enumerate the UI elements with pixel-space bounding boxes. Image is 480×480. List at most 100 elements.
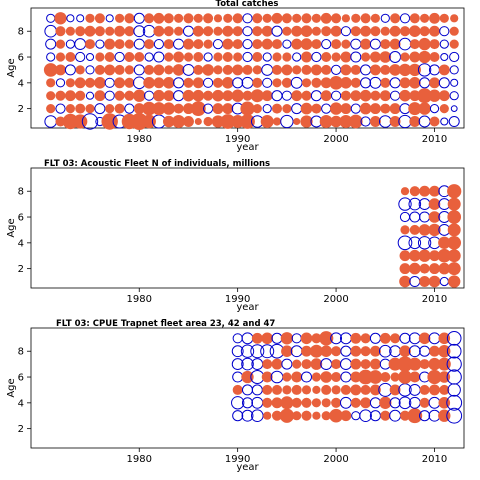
negative-residual-bubble xyxy=(95,39,105,49)
positive-residual-bubble xyxy=(212,89,224,102)
positive-residual-bubble xyxy=(43,63,58,77)
positive-residual-bubble xyxy=(75,103,86,114)
positive-residual-bubble xyxy=(329,75,343,90)
negative-residual-bubble xyxy=(397,235,413,251)
negative-residual-bubble xyxy=(320,358,333,371)
positive-residual-bubble xyxy=(427,369,442,385)
positive-residual-bubble xyxy=(272,78,282,88)
negative-residual-bubble xyxy=(360,64,372,76)
positive-residual-bubble xyxy=(124,13,135,24)
positive-residual-bubble xyxy=(409,51,421,63)
positive-residual-bubble xyxy=(331,385,341,395)
negative-residual-bubble xyxy=(419,410,431,422)
positive-residual-bubble xyxy=(163,13,174,24)
positive-residual-bubble xyxy=(133,89,146,102)
positive-residual-bubble xyxy=(241,370,254,384)
positive-residual-bubble xyxy=(203,39,213,49)
positive-residual-bubble xyxy=(271,397,283,409)
positive-residual-bubble xyxy=(183,13,194,24)
positive-residual-bubble xyxy=(183,38,194,50)
negative-residual-bubble xyxy=(450,78,459,87)
negative-residual-bubble xyxy=(446,369,462,385)
negative-residual-bubble xyxy=(321,103,332,114)
negative-residual-bubble xyxy=(241,397,254,409)
negative-residual-bubble xyxy=(378,115,392,128)
positive-residual-bubble xyxy=(368,370,383,384)
negative-residual-bubble xyxy=(291,333,302,344)
positive-residual-bubble xyxy=(419,26,430,37)
positive-residual-bubble xyxy=(399,77,411,89)
positive-residual-bubble xyxy=(312,385,321,395)
y-tick-label: 8 xyxy=(18,347,24,358)
positive-residual-bubble xyxy=(390,372,400,382)
positive-residual-bubble xyxy=(142,114,156,129)
positive-residual-bubble xyxy=(408,357,422,371)
positive-residual-bubble xyxy=(280,332,294,345)
x-tick-label: 2010 xyxy=(422,294,447,305)
positive-residual-bubble xyxy=(262,13,272,23)
positive-residual-bubble xyxy=(94,90,106,102)
positive-residual-bubble xyxy=(192,89,205,102)
positive-residual-bubble xyxy=(124,51,135,63)
negative-residual-bubble xyxy=(350,38,362,50)
negative-residual-bubble xyxy=(173,38,185,50)
positive-residual-bubble xyxy=(389,384,401,396)
positive-residual-bubble xyxy=(439,104,449,114)
positive-residual-bubble xyxy=(292,65,302,75)
negative-residual-bubble xyxy=(350,103,361,114)
negative-residual-bubble xyxy=(408,345,421,358)
negative-residual-bubble xyxy=(419,77,431,89)
positive-residual-bubble xyxy=(399,263,411,275)
positive-residual-bubble xyxy=(114,25,126,37)
positive-residual-bubble xyxy=(389,103,401,115)
positive-residual-bubble xyxy=(272,117,282,126)
positive-residual-bubble xyxy=(428,211,441,223)
positive-residual-bubble xyxy=(408,25,421,38)
negative-residual-bubble xyxy=(398,396,412,410)
positive-residual-bubble xyxy=(340,103,352,115)
negative-residual-bubble xyxy=(241,357,254,371)
negative-residual-bubble xyxy=(290,345,303,358)
positive-residual-bubble xyxy=(261,90,273,102)
y-tick-label: 8 xyxy=(18,27,24,38)
negative-residual-bubble xyxy=(240,344,255,358)
positive-residual-bubble xyxy=(340,410,352,422)
positive-residual-bubble xyxy=(114,39,125,50)
positive-residual-bubble xyxy=(400,225,410,235)
positive-residual-bubble xyxy=(85,104,95,114)
positive-residual-bubble xyxy=(203,13,214,24)
positive-residual-bubble xyxy=(417,88,433,104)
positive-residual-bubble xyxy=(262,397,273,408)
positive-residual-bubble xyxy=(438,345,451,358)
positive-residual-bubble xyxy=(271,64,283,75)
positive-residual-bubble xyxy=(252,39,263,50)
positive-residual-bubble xyxy=(380,26,390,36)
plot-frame xyxy=(30,167,465,289)
positive-residual-bubble xyxy=(84,77,96,88)
positive-residual-bubble xyxy=(409,224,420,235)
positive-residual-bubble xyxy=(193,39,204,50)
positive-residual-bubble xyxy=(311,103,322,114)
negative-residual-bubble xyxy=(449,51,460,63)
positive-residual-bubble xyxy=(447,184,462,199)
positive-residual-bubble xyxy=(153,89,165,102)
positive-residual-bubble xyxy=(331,359,342,370)
negative-residual-bubble xyxy=(446,343,462,359)
negative-residual-bubble xyxy=(369,332,381,344)
positive-residual-bubble xyxy=(84,39,96,50)
negative-residual-bubble xyxy=(446,330,462,346)
positive-residual-bubble xyxy=(409,116,421,127)
negative-residual-bubble xyxy=(449,65,459,75)
negative-residual-bubble xyxy=(203,52,213,62)
positive-residual-bubble xyxy=(350,77,361,88)
positive-residual-bubble xyxy=(213,14,223,23)
positive-residual-bubble xyxy=(438,64,450,76)
positive-residual-bubble xyxy=(320,77,332,89)
positive-residual-bubble xyxy=(311,372,321,382)
negative-residual-bubble xyxy=(429,103,440,114)
positive-residual-bubble xyxy=(360,384,371,395)
positive-residual-bubble xyxy=(359,89,372,102)
negative-residual-bubble xyxy=(438,77,450,89)
positive-residual-bubble xyxy=(380,103,391,114)
positive-residual-bubble xyxy=(351,13,361,23)
